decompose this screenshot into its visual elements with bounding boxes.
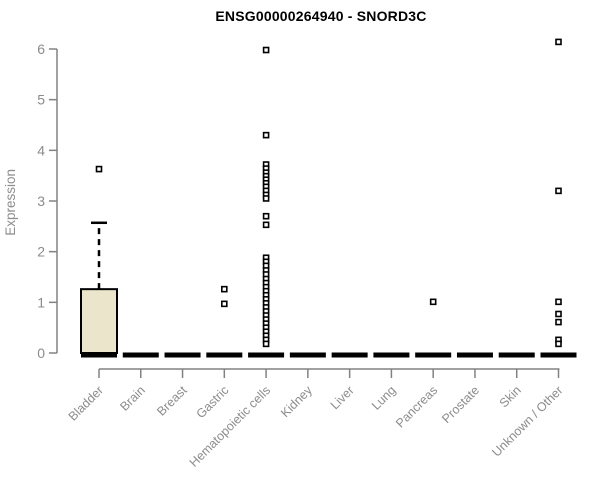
- x-tick-label: Gastric: [194, 383, 232, 421]
- outlier-point: [262, 131, 270, 139]
- outlier-point: [262, 340, 270, 348]
- x-tick-label: Breast: [154, 383, 190, 419]
- y-tick-label: 4: [37, 142, 45, 158]
- x-tick-label: Bladder: [66, 383, 106, 423]
- y-tick-label: 0: [37, 345, 45, 361]
- outlier-point: [262, 195, 270, 202]
- outlier-point: [221, 300, 228, 308]
- median-bar: [289, 352, 326, 358]
- outlier-point: [221, 285, 228, 293]
- x-tick-label: Pancreas: [393, 383, 440, 430]
- x-tick-label: Kidney: [278, 383, 315, 420]
- median-bar: [248, 352, 285, 358]
- outlier-point: [555, 340, 562, 348]
- y-tick-label: 1: [37, 294, 45, 310]
- median-bar: [331, 352, 368, 358]
- outlier-point: [555, 38, 562, 46]
- outlier-point: [555, 187, 562, 195]
- x-tick-label: Lung: [369, 383, 399, 413]
- outlier-point: [429, 298, 437, 306]
- median-bar: [456, 352, 493, 358]
- y-tick-label: 2: [37, 244, 45, 260]
- median-bar: [498, 352, 535, 358]
- outlier-point: [262, 46, 270, 54]
- x-tick-label: Skin: [497, 383, 524, 410]
- y-tick-label: 3: [37, 193, 45, 209]
- y-tick-label: 6: [37, 41, 45, 57]
- x-tick-label: Hematopoietic cells: [187, 383, 274, 470]
- outlier-point: [262, 212, 270, 220]
- median-bar: [373, 352, 410, 358]
- median-bar: [164, 352, 201, 358]
- outlier-point: [555, 298, 562, 306]
- median-bar: [415, 352, 452, 358]
- outlier-point: [95, 165, 103, 173]
- outlier-point: [555, 318, 562, 326]
- box: [80, 288, 118, 355]
- y-tick-label: 5: [37, 92, 45, 108]
- outlier-point: [262, 221, 270, 229]
- median-bar: [206, 352, 243, 358]
- x-tick-label: Prostate: [439, 383, 482, 426]
- x-tick-label: Brain: [117, 383, 148, 414]
- x-tick-label: Unknown / Other: [489, 383, 565, 459]
- median-bar: [122, 352, 159, 358]
- median-bar: [540, 352, 577, 358]
- chart-title: ENSG00000264940 - SNORD3C: [215, 8, 427, 24]
- outlier-point: [555, 310, 562, 318]
- x-tick-label: Liver: [328, 383, 357, 412]
- median-bar: [81, 352, 117, 358]
